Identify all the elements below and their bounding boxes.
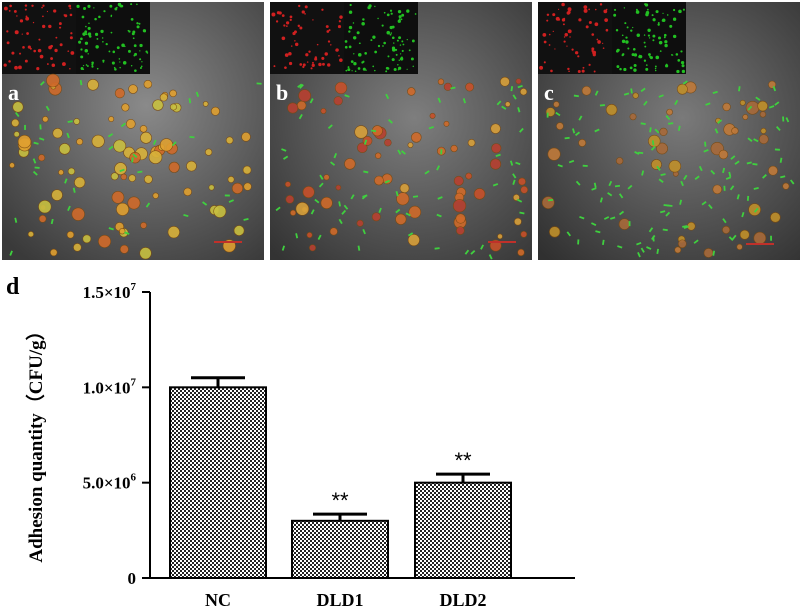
micrograph-panel-a: a bbox=[2, 2, 264, 260]
micrograph-b-image bbox=[270, 2, 532, 260]
micrograph-panel-c: c bbox=[538, 2, 800, 260]
y-tick-label: 0 bbox=[128, 569, 137, 588]
micrograph-c-image bbox=[538, 2, 800, 260]
bar-chart: d Adhesion quantity（CFU/g） 0 5.0×106 1.0×1… bbox=[6, 274, 575, 610]
y-tick-label: 1.0×107 bbox=[83, 376, 137, 397]
y-tick-exponent: 7 bbox=[131, 281, 137, 293]
significance-marker-dld2: ** bbox=[454, 448, 472, 473]
y-tick-exponent: 6 bbox=[131, 472, 137, 484]
y-axis-title: Adhesion quantity（CFU/g） bbox=[24, 321, 47, 562]
y-tick-label: 1.5×107 bbox=[83, 281, 137, 302]
x-tick-label-dld2: DLD2 bbox=[439, 590, 486, 610]
significance-marker-dld1: ** bbox=[331, 488, 349, 513]
panel-label-c: c bbox=[544, 80, 554, 105]
x-tick-label-dld1: DLD1 bbox=[316, 590, 363, 610]
bar-dld2 bbox=[414, 481, 512, 580]
micrograph-a-image bbox=[2, 2, 264, 260]
panel-label-b: b bbox=[276, 80, 289, 105]
x-tick-label-nc: NC bbox=[205, 590, 231, 610]
chart-panel-label: d bbox=[6, 274, 20, 300]
bar-nc bbox=[169, 386, 267, 580]
y-tick-exponent: 7 bbox=[131, 376, 137, 388]
panel-label-a: a bbox=[8, 80, 19, 105]
bar-dld1 bbox=[291, 519, 389, 579]
y-tick-label: 5.0×106 bbox=[83, 472, 137, 493]
micrograph-panel-b: b bbox=[270, 2, 532, 260]
